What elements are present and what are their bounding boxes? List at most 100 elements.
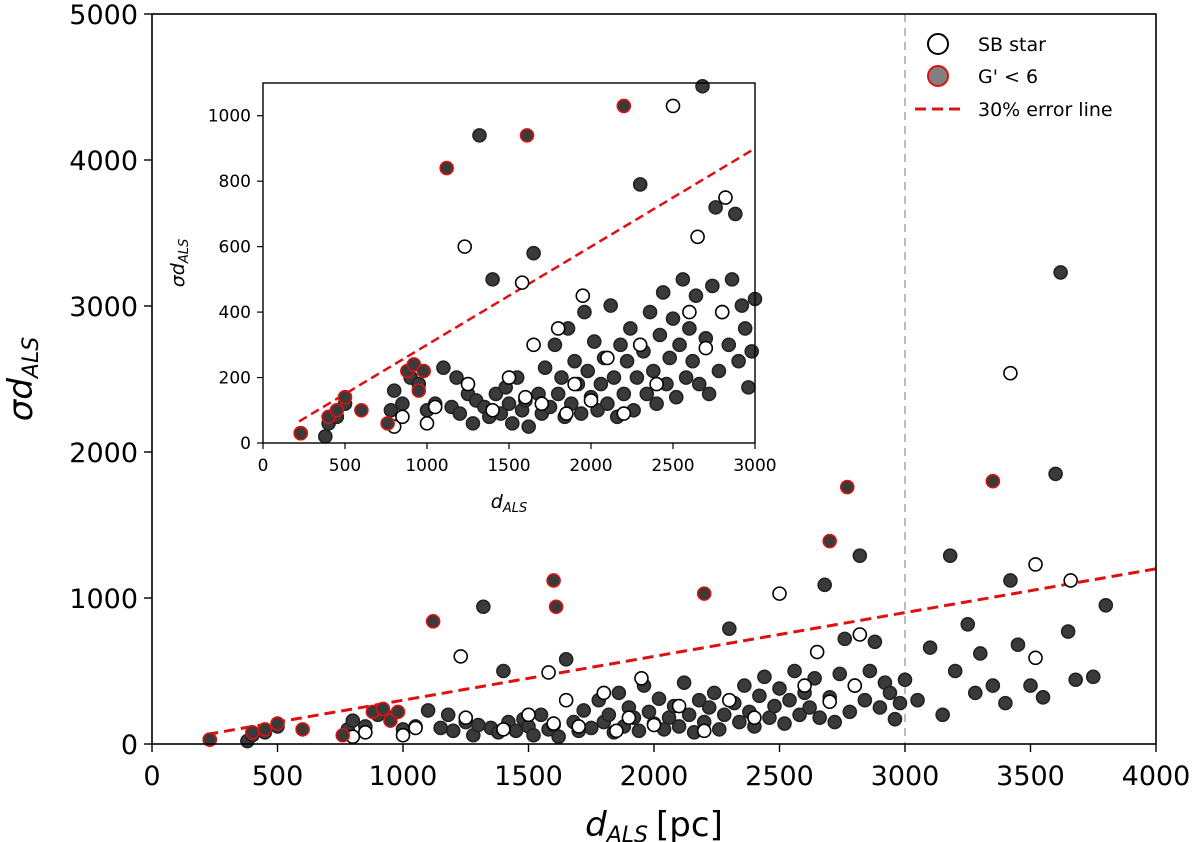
legend-label-error-line: 30% error line [978,99,1113,121]
legend-label-bright: G' < 6 [978,66,1038,88]
main-y-tick-label: 3000 [69,292,138,323]
inset-data-point-filled [383,402,399,418]
inset-data-point-sb-star [550,321,566,336]
data-point-filled [721,621,737,636]
data-point-filled [551,729,566,745]
inset-data-point-filled [678,370,694,385]
inset-data-point-filled [603,298,618,313]
inset-data-point-filled [734,298,750,313]
inset-data-point-sb-star [567,376,582,392]
data-point-filled [631,723,647,739]
inset-data-point-bright [329,402,345,418]
inset-y-tick-label: 1000 [208,107,251,127]
inset-plot: 0 500 1000 1500 2000 2500 3000 0 200 400 600 800 10… [167,78,777,516]
data-point-filled [1048,466,1063,482]
data-point-filled [837,631,853,647]
inset-data-point-filled [652,327,668,343]
inset-data-point-filled [472,128,487,143]
inset-data-point-sb-star [485,402,500,418]
inset-data-point-bright [337,389,353,405]
inset-data-point-filled [728,206,743,222]
data-point-filled [476,599,491,615]
inset-data-point-filled [629,370,645,385]
data-point-filled [732,714,747,730]
main-x-axis-label: dALS [pc] [585,805,723,842]
inset-data-point-filled [613,337,628,353]
data-point-bright [270,716,285,731]
inset-data-point-sb-star [583,393,599,408]
data-point-filled [1098,597,1114,613]
data-point-bright [202,732,218,747]
data-point-filled [802,700,817,715]
data-point-bright [425,614,441,629]
inset-data-point-filled [682,321,697,336]
data-point-filled [972,646,988,661]
inset-data-point-bright [439,160,454,176]
inset-data-point-filled [485,272,500,287]
inset-data-point-filled [701,386,717,402]
data-point-sb-star [541,665,556,680]
inset-data-point-filled [691,376,707,392]
data-point-filled [947,663,963,679]
inset-x-tick-label: 1000 [405,456,448,476]
inset-data-point-sb-star [559,406,574,421]
data-point-filled [681,707,697,723]
inset-data-point-filled [586,334,602,349]
inset-x-tick-label: 500 [329,456,361,476]
data-point-filled [807,670,822,686]
main-x-tick-label: 2500 [745,761,814,792]
inset-data-point-filled [465,416,481,431]
inset-data-point-filled [577,304,592,320]
inset-data-point-filled [744,344,760,359]
data-point-sb-star [809,644,825,660]
inset-data-point-sb-star [460,376,476,392]
inset-data-point-filled [501,396,517,412]
inset-x-tick-label: 3000 [733,456,776,476]
inset-data-point-filled [526,245,541,261]
legend-marker-bright [927,65,949,87]
data-point-filled [812,710,827,726]
inset-data-point-filled [550,386,566,402]
data-point-filled [1003,573,1018,588]
inset-data-point-filled [711,363,727,379]
data-point-filled [508,723,524,739]
inset-data-point-filled [488,386,504,402]
data-point-bright [546,573,561,588]
inset-data-point-filled [737,321,753,336]
data-point-bright [390,704,406,720]
inset-data-point-filled [537,360,553,376]
inset-data-point-filled [731,353,746,369]
data-point-filled [345,713,361,728]
main-y-tick-label: 5000 [69,0,138,31]
inset-data-point-filled [623,321,638,336]
data-point-bright [985,473,1001,489]
data-point-sb-star [408,720,423,736]
data-point-filled [576,703,592,718]
inset-error-line-mark [298,147,756,423]
inset-x-axis-label: dALS [491,491,527,516]
data-point-bright [696,586,712,601]
main-x-tick-label: 500 [252,761,304,792]
data-point-sb-star [558,692,574,708]
data-point-filled [676,675,692,690]
inset-data-point-filled [567,353,582,369]
inset-data-point-filled [386,383,402,398]
inset-data-point-sb-star [698,340,714,356]
data-point-filled [558,652,574,667]
inset-data-point-filled [649,396,664,412]
data-point-filled [998,695,1013,711]
data-point-filled [897,672,913,688]
inset-data-point-sb-star [526,337,541,353]
inset-data-point-bright [354,402,369,418]
data-point-sb-star [671,698,687,714]
main-points [202,265,1114,749]
inset-data-point-sb-star [427,399,443,415]
inset-data-point-filled [639,386,655,402]
inset-data-point-sb-star [632,337,648,353]
data-point-filled [1035,689,1051,705]
main-xlabel-sub: ALS [605,823,648,842]
data-point-filled [706,685,722,701]
inset-points [293,78,763,444]
data-point-filled [792,707,807,723]
